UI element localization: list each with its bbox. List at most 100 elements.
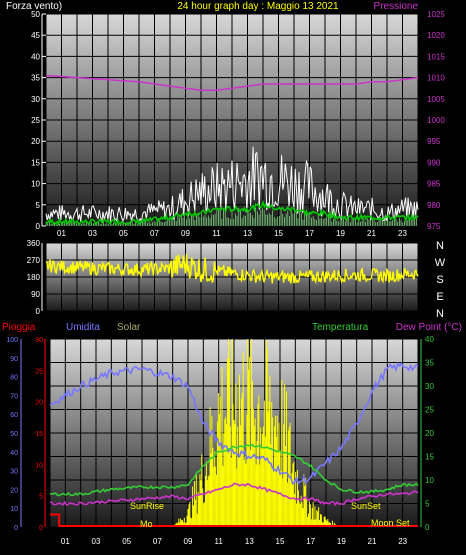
humidity-tick-label: 90	[10, 356, 18, 363]
legend-temperature: Temperatura	[312, 322, 369, 333]
rain-tick-label: 25	[35, 368, 43, 375]
hour-tick-label: 15	[276, 537, 285, 546]
wind-tick-label: 25	[31, 116, 40, 125]
rain-tick-label: 15	[35, 431, 43, 438]
pressure-tick-label: 980	[427, 201, 441, 210]
direction-axis: 360 270 180 90 0	[27, 239, 43, 316]
temperature-tick-label: 25	[425, 406, 434, 415]
moonset-label: Moon Set	[371, 518, 410, 528]
hour-tick-label: 19	[337, 537, 346, 546]
temperature-tick-label: 10	[425, 476, 434, 485]
hour-tick-label: 23	[398, 229, 407, 238]
sunrise-label: SunRise	[130, 501, 164, 511]
dewpoint-line	[49, 482, 419, 507]
rain-tick-label: 30	[35, 337, 43, 344]
humidity-tick-label: 50	[10, 431, 18, 438]
pressure-label: Pressione	[374, 1, 419, 12]
pressure-line	[45, 74, 419, 92]
hour-tick-label: 11	[215, 537, 224, 546]
humidity-tick-label: 40	[10, 450, 18, 457]
legend-solar: Solar	[117, 322, 141, 333]
direction-tick-label: 360	[27, 239, 41, 248]
compass-label: N	[436, 308, 444, 320]
humidity-tick-label: 70	[10, 393, 18, 400]
climate-panel-series	[49, 339, 419, 527]
hour-tick-label: 13	[243, 229, 252, 238]
temperature-tick-label: 15	[425, 453, 434, 462]
hour-tick-label: 07	[150, 229, 159, 238]
sunset-label: SunSet	[351, 501, 381, 511]
temperature-tick-label: 20	[425, 429, 434, 438]
pressure-tick-label: 1025	[427, 10, 445, 19]
humidity-tick-label: 10	[10, 506, 18, 513]
pressure-tick-label: 1000	[427, 116, 445, 125]
hour-tick-label: 01	[61, 537, 70, 546]
wind-panel-hour-axis: 01 03 05 07 09 11 13 15 17 19 21 23	[57, 229, 407, 238]
pressure-tick-label: 985	[427, 180, 441, 189]
hour-tick-label: 05	[119, 229, 128, 238]
climate-panel-axes: 4035302520151050100908070605040302010030…	[6, 335, 434, 532]
hour-tick-label: 21	[368, 537, 377, 546]
pressure-tick-label: 1010	[427, 74, 445, 83]
hour-tick-label: 11	[212, 229, 221, 238]
wind-average-line	[45, 200, 419, 227]
direction-panel-grid	[45, 242, 419, 312]
pressure-tick-label: 990	[427, 158, 441, 167]
temperature-tick-label: 5	[425, 500, 430, 509]
chart-title: 24 hour graph day : Maggio 13 2021	[177, 1, 339, 12]
sun-moon-annotations: SunRise SunSet Mo Moon Set	[130, 501, 410, 529]
hour-tick-label: 17	[305, 229, 314, 238]
temperature-tick-label: 30	[425, 382, 434, 391]
hour-tick-label: 13	[245, 537, 254, 546]
pressure-tick-label: 1005	[427, 95, 445, 104]
humidity-tick-label: 20	[10, 487, 18, 494]
rain-tick-label: 5	[39, 494, 43, 501]
direction-tick-label: 270	[27, 256, 41, 265]
humidity-tick-label: 30	[10, 469, 18, 476]
moon-label: Mo	[140, 519, 153, 529]
legend-dewpoint: Dew Point (°C)	[396, 322, 462, 333]
temperature-tick-label: 35	[425, 359, 434, 368]
direction-tick-label: 90	[31, 290, 40, 299]
direction-panel-series	[45, 253, 419, 285]
wind-tick-label: 30	[31, 95, 40, 104]
hour-tick-label: 01	[57, 229, 66, 238]
legend-rain: Pioggia	[2, 322, 36, 333]
hour-tick-label: 17	[306, 537, 315, 546]
temperature-tick-label: 40	[425, 335, 434, 344]
climate-panel-hour-axis: 01 03 05 07 09 11 13 15 17 19 21 23	[61, 537, 408, 546]
wind-tick-label: 10	[31, 180, 40, 189]
wind-tick-label: 0	[36, 222, 41, 231]
wind-panel-series	[45, 74, 419, 227]
hour-tick-label: 03	[88, 229, 97, 238]
direction-tick-label: 0	[36, 307, 41, 316]
hour-tick-label: 09	[184, 537, 193, 546]
direction-tick-label: 180	[27, 273, 41, 282]
wind-tick-label: 40	[31, 52, 40, 61]
humidity-tick-label: 80	[10, 375, 18, 382]
rain-tick-label: 10	[35, 462, 43, 469]
pressure-tick-label: 1020	[427, 31, 445, 40]
humidity-tick-label: 0	[14, 525, 18, 532]
hour-tick-label: 09	[181, 229, 190, 238]
hour-tick-label: 05	[122, 537, 131, 546]
rain-line	[50, 513, 418, 527]
compass-label: N	[436, 240, 444, 252]
wind-tick-label: 15	[31, 158, 40, 167]
pressure-tick-label: 975	[427, 222, 441, 231]
rain-tick-label: 0	[39, 525, 43, 532]
pressure-tick-label: 995	[427, 137, 441, 146]
wind-tick-label: 20	[31, 137, 40, 146]
pressure-axis: 1025 1020 1015 1010 1005 1000 995 990 985 980 975	[427, 10, 445, 231]
humidity-tick-label: 100	[6, 337, 18, 344]
pressure-tick-label: 1015	[427, 52, 445, 61]
hour-tick-label: 19	[336, 229, 345, 238]
wind-tick-label: 50	[31, 10, 40, 19]
compass-label: W	[435, 257, 446, 269]
wind-tick-label: 35	[31, 74, 40, 83]
hour-tick-label: 07	[153, 537, 162, 546]
humidity-tick-label: 60	[10, 412, 18, 419]
